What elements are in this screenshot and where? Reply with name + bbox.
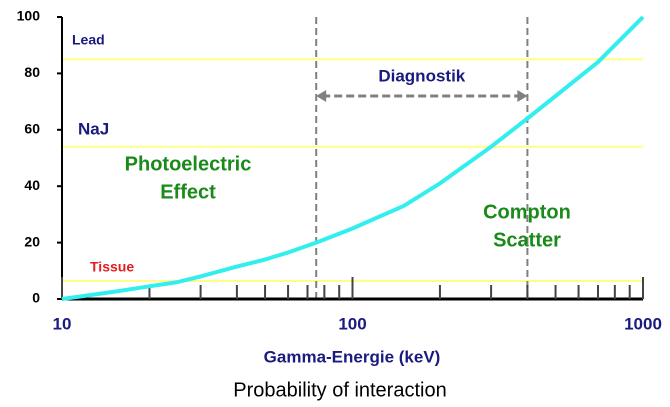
- y-tick-label: 100: [17, 8, 41, 24]
- y-tick-label: 20: [24, 233, 40, 249]
- caption: Probability of interaction: [233, 379, 446, 401]
- range-label: Diagnostik: [378, 66, 465, 85]
- annotation: Photoelectric: [125, 153, 252, 175]
- x-tick-label: 100: [338, 314, 366, 333]
- reference-label: NaJ: [78, 119, 109, 138]
- x-tick-label: 1000: [624, 314, 662, 333]
- y-tick-label: 0: [32, 290, 40, 306]
- reference-label: Tissue: [90, 259, 134, 275]
- x-axis-label: Gamma-Energie (keV): [264, 347, 441, 366]
- annotation: Compton: [483, 201, 571, 223]
- y-tick-label: 40: [24, 177, 40, 193]
- annotation: Effect: [160, 181, 216, 203]
- y-tick-label: 60: [24, 121, 40, 137]
- annotation: Scatter: [493, 229, 561, 251]
- reference-label: Lead: [72, 32, 105, 48]
- y-tick-label: 80: [24, 64, 40, 80]
- curve: [61, 15, 645, 301]
- x-tick-label: 10: [53, 314, 72, 333]
